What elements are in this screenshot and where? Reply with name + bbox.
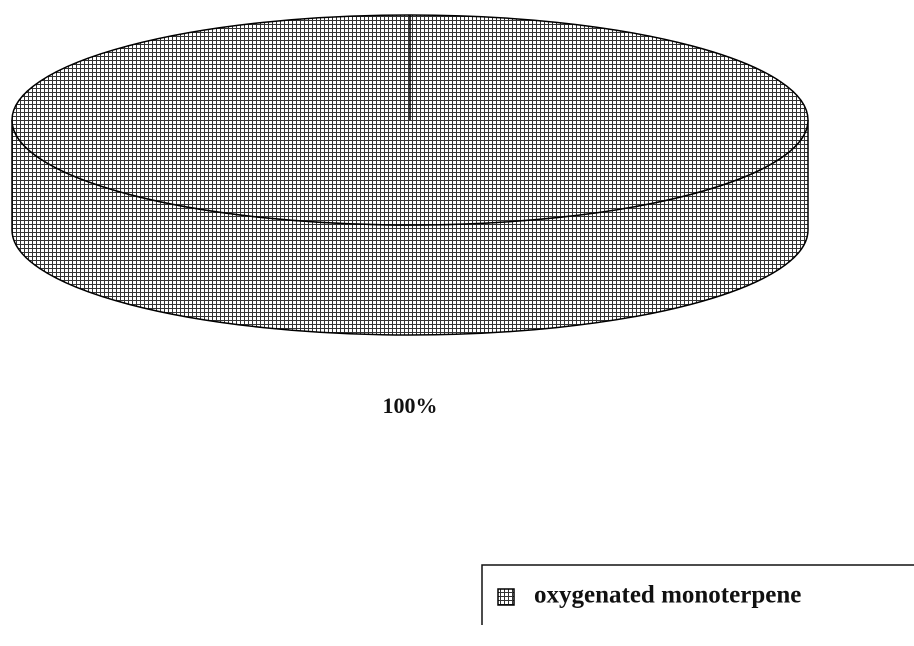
legend-box xyxy=(481,564,914,625)
legend-label: oxygenated monoterpene xyxy=(534,582,801,609)
legend-swatch xyxy=(497,588,515,606)
slice-label: 100% xyxy=(383,393,438,418)
